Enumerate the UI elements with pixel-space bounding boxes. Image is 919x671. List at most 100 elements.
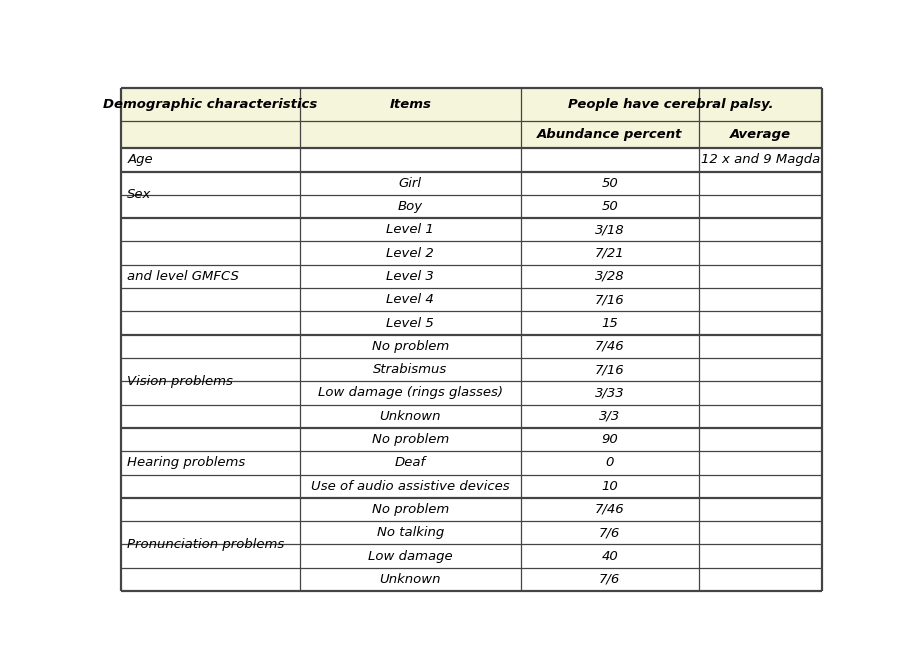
Text: Demographic characteristics: Demographic characteristics — [103, 98, 317, 111]
Text: Boy: Boy — [397, 200, 423, 213]
Bar — [121, 311, 300, 335]
Bar — [698, 265, 821, 288]
Bar — [698, 88, 821, 121]
Bar — [300, 381, 520, 405]
Bar — [300, 288, 520, 311]
Bar — [300, 195, 520, 218]
Bar — [520, 521, 698, 544]
Text: 7/21: 7/21 — [595, 247, 624, 260]
Bar — [121, 88, 300, 121]
Bar — [698, 195, 821, 218]
Bar — [520, 88, 698, 121]
Bar — [698, 358, 821, 381]
Bar — [520, 218, 698, 242]
Text: 10: 10 — [601, 480, 618, 493]
Text: No problem: No problem — [371, 340, 448, 353]
Bar — [698, 521, 821, 544]
Bar — [300, 88, 520, 121]
Bar — [300, 172, 520, 195]
Bar — [121, 218, 300, 242]
Bar — [520, 358, 698, 381]
Text: 7/16: 7/16 — [595, 363, 624, 376]
Bar — [698, 568, 821, 591]
Bar — [300, 498, 520, 521]
Bar — [300, 218, 520, 242]
Bar — [121, 265, 300, 288]
Bar — [520, 311, 698, 335]
Bar — [698, 335, 821, 358]
Text: Level 4: Level 4 — [386, 293, 434, 306]
Text: Pronunciation problems: Pronunciation problems — [127, 538, 284, 551]
Text: Level 1: Level 1 — [386, 223, 434, 236]
Text: 7/6: 7/6 — [598, 573, 619, 586]
Text: Vision problems: Vision problems — [127, 375, 233, 388]
Text: 0: 0 — [605, 456, 613, 470]
Bar — [520, 242, 698, 265]
Bar — [300, 428, 520, 451]
Bar — [698, 405, 821, 428]
Text: 50: 50 — [601, 200, 618, 213]
Text: Level 2: Level 2 — [386, 247, 434, 260]
Bar — [300, 311, 520, 335]
Text: 7/6: 7/6 — [598, 526, 619, 539]
Text: Girl: Girl — [398, 176, 421, 190]
Bar — [698, 242, 821, 265]
Text: Items: Items — [389, 98, 431, 111]
Text: Use of audio assistive devices: Use of audio assistive devices — [311, 480, 509, 493]
Text: Age: Age — [127, 154, 153, 166]
Text: People have cerebral palsy.: People have cerebral palsy. — [568, 98, 773, 111]
Bar — [121, 568, 300, 591]
Bar — [520, 451, 698, 474]
Bar — [300, 358, 520, 381]
Bar — [520, 172, 698, 195]
Bar — [121, 195, 300, 218]
Text: 90: 90 — [601, 433, 618, 446]
Bar — [520, 568, 698, 591]
Bar — [520, 288, 698, 311]
Bar — [520, 381, 698, 405]
Text: 7/46: 7/46 — [595, 503, 624, 516]
Bar — [121, 148, 300, 172]
Text: 7/16: 7/16 — [595, 293, 624, 306]
Bar — [121, 242, 300, 265]
Bar — [300, 265, 520, 288]
Text: Sex: Sex — [127, 189, 152, 201]
Bar — [300, 544, 520, 568]
Bar — [121, 428, 300, 451]
Text: Deaf: Deaf — [394, 456, 425, 470]
Bar — [300, 148, 520, 172]
Bar — [698, 451, 821, 474]
Text: Average: Average — [729, 128, 790, 141]
Bar — [520, 544, 698, 568]
Bar — [698, 172, 821, 195]
Bar — [121, 172, 300, 195]
Bar — [698, 544, 821, 568]
Bar — [520, 265, 698, 288]
Text: Unknown: Unknown — [379, 573, 440, 586]
Bar — [698, 381, 821, 405]
Bar — [121, 335, 300, 358]
Bar — [300, 521, 520, 544]
Bar — [121, 521, 300, 544]
Text: Low damage: Low damage — [368, 550, 452, 562]
Text: Level 5: Level 5 — [386, 317, 434, 329]
Bar — [520, 121, 698, 148]
Text: Level 3: Level 3 — [386, 270, 434, 283]
Bar — [121, 288, 300, 311]
Text: 3/18: 3/18 — [595, 223, 624, 236]
Bar — [520, 428, 698, 451]
Bar — [520, 195, 698, 218]
Text: Hearing problems: Hearing problems — [127, 456, 245, 470]
Bar — [300, 451, 520, 474]
Bar — [121, 121, 300, 148]
Bar — [300, 335, 520, 358]
Text: 3/33: 3/33 — [595, 386, 624, 399]
Bar — [698, 218, 821, 242]
Bar — [520, 474, 698, 498]
Bar — [520, 148, 698, 172]
Bar — [698, 498, 821, 521]
Text: No problem: No problem — [371, 433, 448, 446]
Text: 15: 15 — [601, 317, 618, 329]
Text: Low damage (rings glasses): Low damage (rings glasses) — [317, 386, 502, 399]
Bar — [121, 405, 300, 428]
